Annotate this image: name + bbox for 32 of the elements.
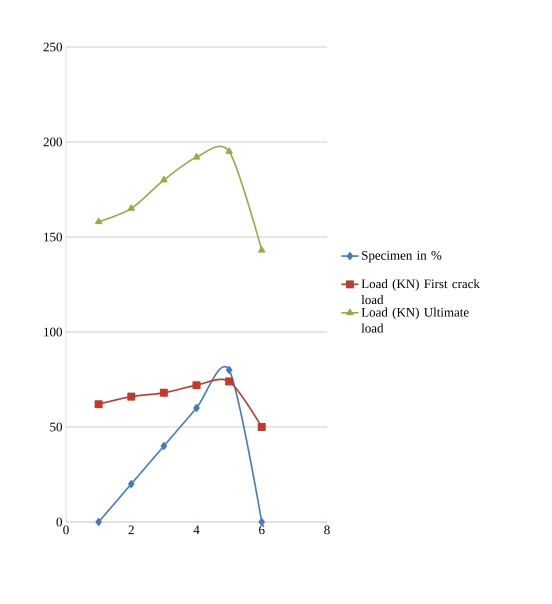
point xyxy=(192,153,200,160)
point xyxy=(258,246,266,253)
point xyxy=(192,381,200,390)
legend-label: Load (KN) First crack load xyxy=(361,279,480,304)
x-tick-label: 6 xyxy=(259,526,265,534)
point xyxy=(128,480,134,488)
y-tick-label: 100 xyxy=(44,328,62,336)
y-tick-label: 200 xyxy=(44,138,62,146)
y-tick-label: 0 xyxy=(56,518,62,526)
x-tick-label: 0 xyxy=(63,526,69,534)
y-tick-label: 50 xyxy=(50,422,62,432)
point xyxy=(160,176,168,182)
point xyxy=(128,204,135,211)
x-tick-label: 2 xyxy=(128,526,134,534)
point xyxy=(225,377,234,386)
legend-label: Load (KN) Ultimate load xyxy=(361,308,469,333)
point xyxy=(226,366,232,374)
legend-label: Specimen in % xyxy=(362,250,442,262)
point xyxy=(258,518,265,526)
point xyxy=(160,442,168,450)
x-tick-label: 4 xyxy=(194,526,200,534)
point xyxy=(160,388,168,397)
y-tick-label: 150 xyxy=(44,232,62,242)
point xyxy=(94,400,103,408)
point xyxy=(127,392,136,401)
point xyxy=(193,404,200,412)
point xyxy=(226,148,233,154)
x-tick-label: 8 xyxy=(324,526,330,534)
point xyxy=(95,218,102,224)
y-tick-label: 250 xyxy=(44,42,62,52)
point xyxy=(95,518,102,526)
point xyxy=(258,423,266,431)
